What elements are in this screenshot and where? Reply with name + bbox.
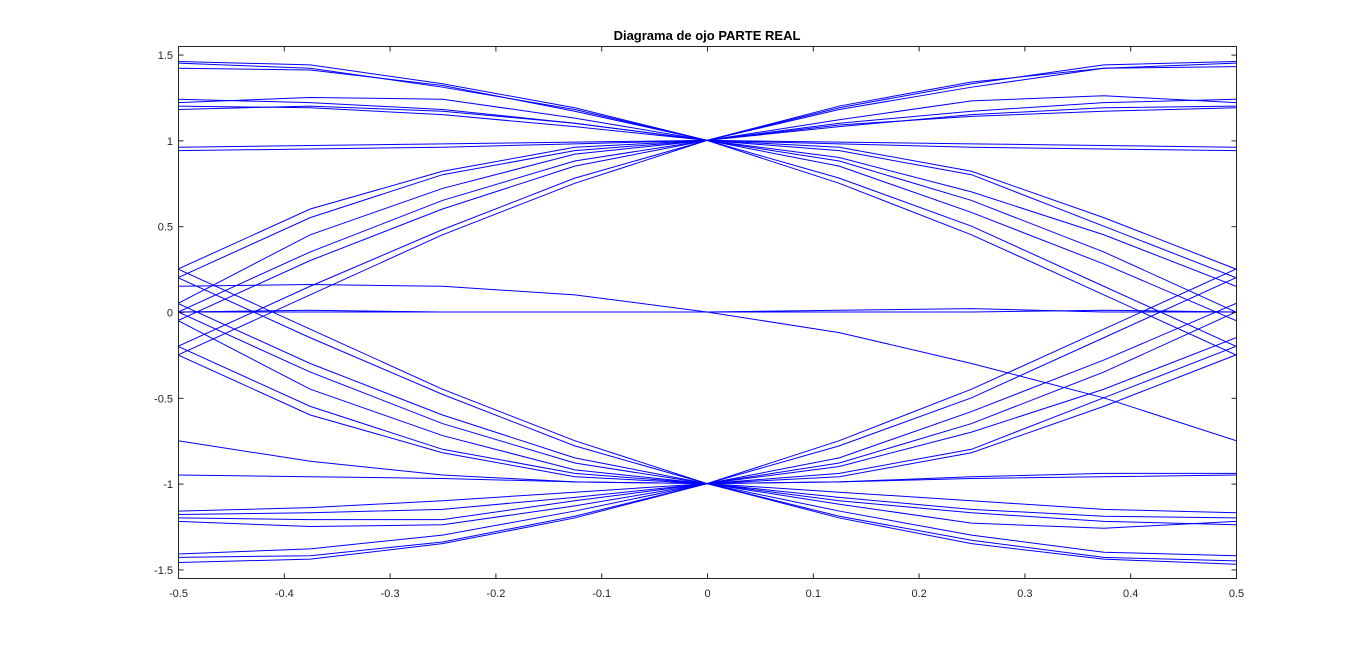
eye-trace-35 <box>178 483 1236 565</box>
y-tick-label: -0.5 <box>154 393 173 405</box>
x-tick-label: 0.5 <box>1229 588 1244 600</box>
eye-trace-19 <box>178 309 1236 313</box>
y-tick-label: 0.5 <box>158 222 173 234</box>
x-tick-label: 0.2 <box>911 588 926 600</box>
x-tick-label: 0.4 <box>1123 588 1138 600</box>
y-tick-label: -1.5 <box>154 565 173 577</box>
x-tick-label: -0.1 <box>592 588 611 600</box>
y-tick-label: 1 <box>167 136 173 148</box>
x-tick-label: 0 <box>704 588 710 600</box>
y-tick-label: 0 <box>167 308 173 320</box>
x-tick-label: -0.4 <box>275 588 294 600</box>
x-tick-label: 0.1 <box>806 588 821 600</box>
x-tick-label: -0.3 <box>381 588 400 600</box>
x-tick-label: 0.3 <box>1017 588 1032 600</box>
eye-trace-16 <box>178 139 1236 356</box>
y-tick-label: 1.5 <box>158 50 173 62</box>
chart-title: Diagrama de ojo PARTE REAL <box>613 28 801 43</box>
x-tick-label: -0.2 <box>486 588 505 600</box>
x-tick-label: -0.5 <box>169 588 188 600</box>
y-axis: -1.5 -1 -0.5 0 0.5 1 1.5 <box>154 50 1237 577</box>
series-layer <box>178 60 1236 565</box>
x-axis: -0.5 -0.4 -0.3 -0.2 -0.1 0 0.1 0.2 0.3 0.4 0.5 <box>169 46 1244 600</box>
y-tick-label: -1 <box>163 479 173 491</box>
